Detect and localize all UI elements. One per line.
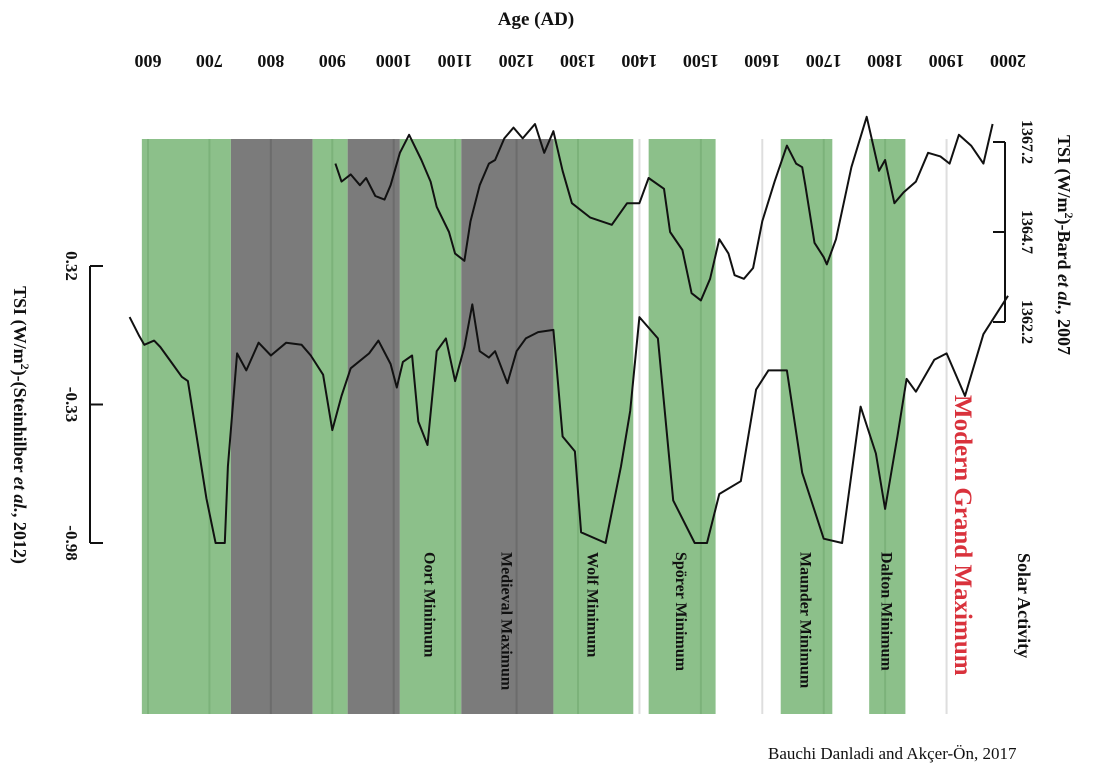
x-tick-label: 1600: [744, 51, 780, 71]
y-axis-title-bard: TSI (W/m2)-Bard et al., 2007: [1053, 135, 1076, 355]
period-label: Oort Minimum: [421, 552, 438, 658]
x-tick-label: 1400: [621, 51, 657, 71]
y-tick-label-steinhilber: -0.98: [62, 525, 81, 560]
tsi-lines: [128, 115, 1009, 544]
period-band: [141, 139, 231, 714]
period-band: [347, 139, 400, 714]
period-labels: Oort Minimum Medieval Maximum Wolf Minimum…: [421, 395, 1034, 691]
axes: 600 700 800 900 1000 1100 1200 1300 1400 1500 1600…: [9, 9, 1076, 564]
period-label: Wolf Minimum: [583, 552, 600, 658]
x-tick-label: 700: [196, 51, 223, 71]
y-tick-label-steinhilber: 0.32: [62, 251, 81, 281]
x-tick-label: 1500: [683, 51, 719, 71]
x-tick-label: 1700: [806, 51, 842, 71]
x-tick-label: 1000: [376, 51, 412, 71]
period-label: Maunder Minimum: [797, 552, 814, 689]
x-tick-label: 1100: [438, 51, 473, 71]
x-tick-label: 1800: [867, 51, 903, 71]
period-label: Spörer Minimum: [672, 552, 689, 672]
x-tick-label: 800: [257, 51, 284, 71]
x-axis-title: Age (AD): [498, 9, 575, 30]
y-tick-label-bard: 1364.7: [1018, 210, 1035, 254]
x-tick-label: 600: [135, 51, 162, 71]
period-band: [312, 139, 348, 714]
period-band: [399, 139, 462, 714]
x-tick-label: 1200: [499, 51, 535, 71]
y-tick-label-steinhilber: -0.33: [62, 387, 81, 422]
modern-grand-maximum-label: Modern Grand Maximum: [949, 395, 976, 676]
x-tick-label: 900: [319, 51, 346, 71]
period-band: [461, 139, 554, 714]
credit-text: Bauchi Danladi and Akçer-Ön, 2017: [768, 744, 1017, 763]
series-line-steinhilber: [128, 295, 1009, 544]
y-axis-title-steinhilber: TSI (W/m2)-(Steinhilber et al., 2012): [9, 286, 32, 564]
y-tick-label-bard: 1362.2: [1018, 300, 1035, 344]
period-label: Medieval Maximum: [497, 552, 514, 691]
y-tick-label-bard: 1367.2: [1018, 120, 1035, 164]
period-band: [648, 139, 716, 714]
solar-activity-label: Solar Activity: [1014, 553, 1034, 658]
period-band: [553, 139, 634, 714]
period-bands: [141, 139, 948, 714]
x-tick-label: 2000: [990, 51, 1026, 71]
period-label: Dalton Minimum: [877, 552, 894, 671]
x-tick-label: 1300: [560, 51, 596, 71]
series-line-bard: [334, 115, 994, 302]
x-tick-label: 1900: [929, 51, 965, 71]
